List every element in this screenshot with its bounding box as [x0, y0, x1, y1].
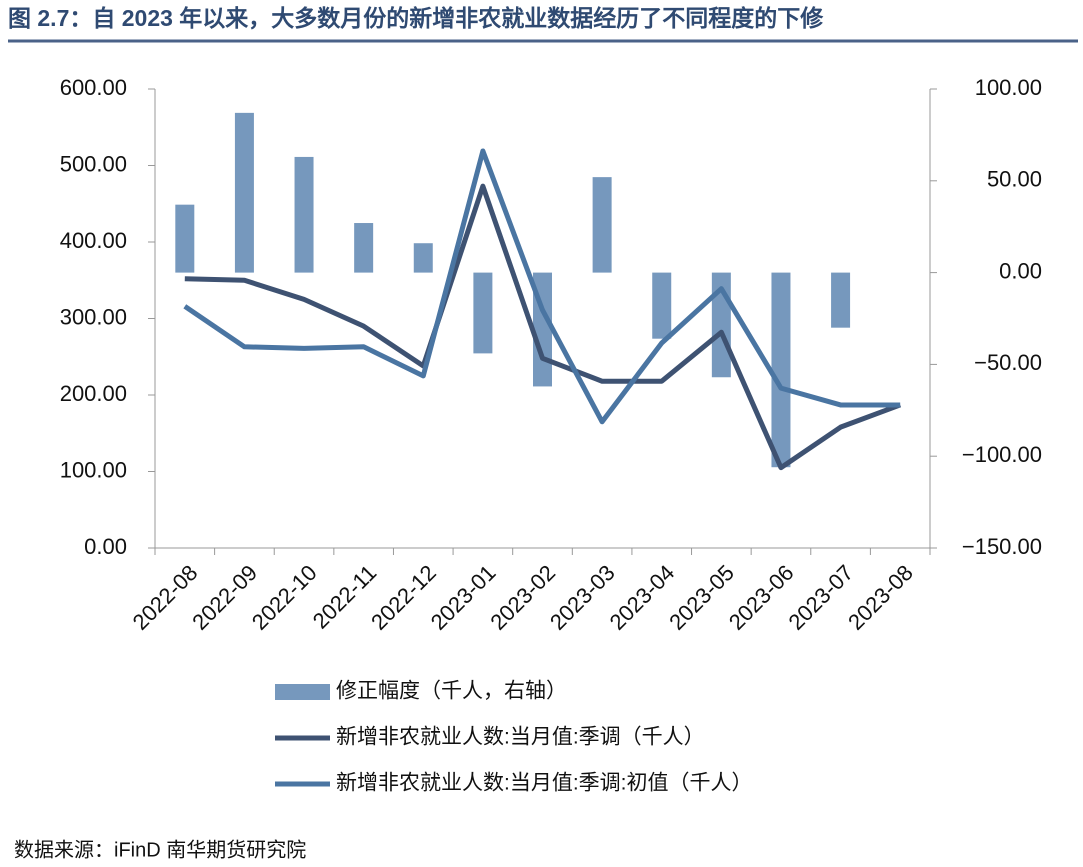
legend-swatch: [275, 684, 330, 700]
x-tick-label: 2023-05: [664, 560, 739, 635]
y2-tick-label: −50.00: [974, 350, 1042, 375]
y-tick-label: 400.00: [60, 228, 127, 253]
source: 数据来源：iFinD 南华期货研究院: [14, 838, 306, 861]
y-tick-label: 100.00: [60, 457, 127, 482]
x-tick-label: 2023-02: [485, 560, 560, 635]
chart-title: 图 2.7：自 2023 年以来，大多数月份的新增非农就业数据经历了不同程度的下…: [8, 5, 824, 31]
legend-label: 新增非农就业人数:当月值:季调:初值（千人）: [336, 772, 753, 795]
y-tick-label: 300.00: [60, 304, 127, 329]
y2-tick-label: 50.00: [987, 167, 1042, 192]
x-tick-label: 2022-12: [366, 560, 441, 635]
y-tick-label: 200.00: [60, 381, 127, 406]
y-tick-label: 500.00: [60, 151, 127, 176]
bar: [294, 156, 314, 273]
x-tick-label: 2023-01: [426, 560, 501, 635]
x-tick-label: 2023-03: [545, 560, 620, 635]
bar: [831, 272, 851, 328]
x-tick-label: 2023-07: [783, 560, 858, 635]
x-tick-label: 2023-08: [843, 560, 918, 635]
line: [184, 183, 902, 471]
x-tick-label: 2023-06: [724, 560, 799, 635]
y2-tick-label: −150.00: [962, 534, 1042, 559]
x-tick-label: 2022-09: [187, 560, 262, 635]
y2-tick-label: 0.00: [999, 258, 1042, 283]
legend-label: 修正幅度（千人，右轴）: [336, 680, 567, 703]
bar: [234, 112, 254, 273]
bar: [652, 272, 672, 339]
bar: [473, 272, 493, 354]
x-tick-label: 2022-10: [247, 560, 322, 635]
line: [183, 148, 901, 425]
bar: [354, 223, 374, 273]
y-tick-label: 600.00: [60, 75, 127, 100]
x-tick-label: 2023-04: [605, 560, 680, 635]
y2-tick-label: 100.00: [975, 75, 1042, 100]
x-tick-label: 2022-08: [128, 560, 203, 635]
y2-tick-label: −100.00: [962, 442, 1042, 467]
bar: [175, 204, 195, 273]
bar: [771, 272, 791, 468]
legend-label: 新增非农就业人数:当月值:季调（千人）: [336, 726, 705, 749]
y-tick-label: 0.00: [84, 534, 127, 559]
bar: [413, 243, 433, 273]
bar: [592, 177, 612, 273]
